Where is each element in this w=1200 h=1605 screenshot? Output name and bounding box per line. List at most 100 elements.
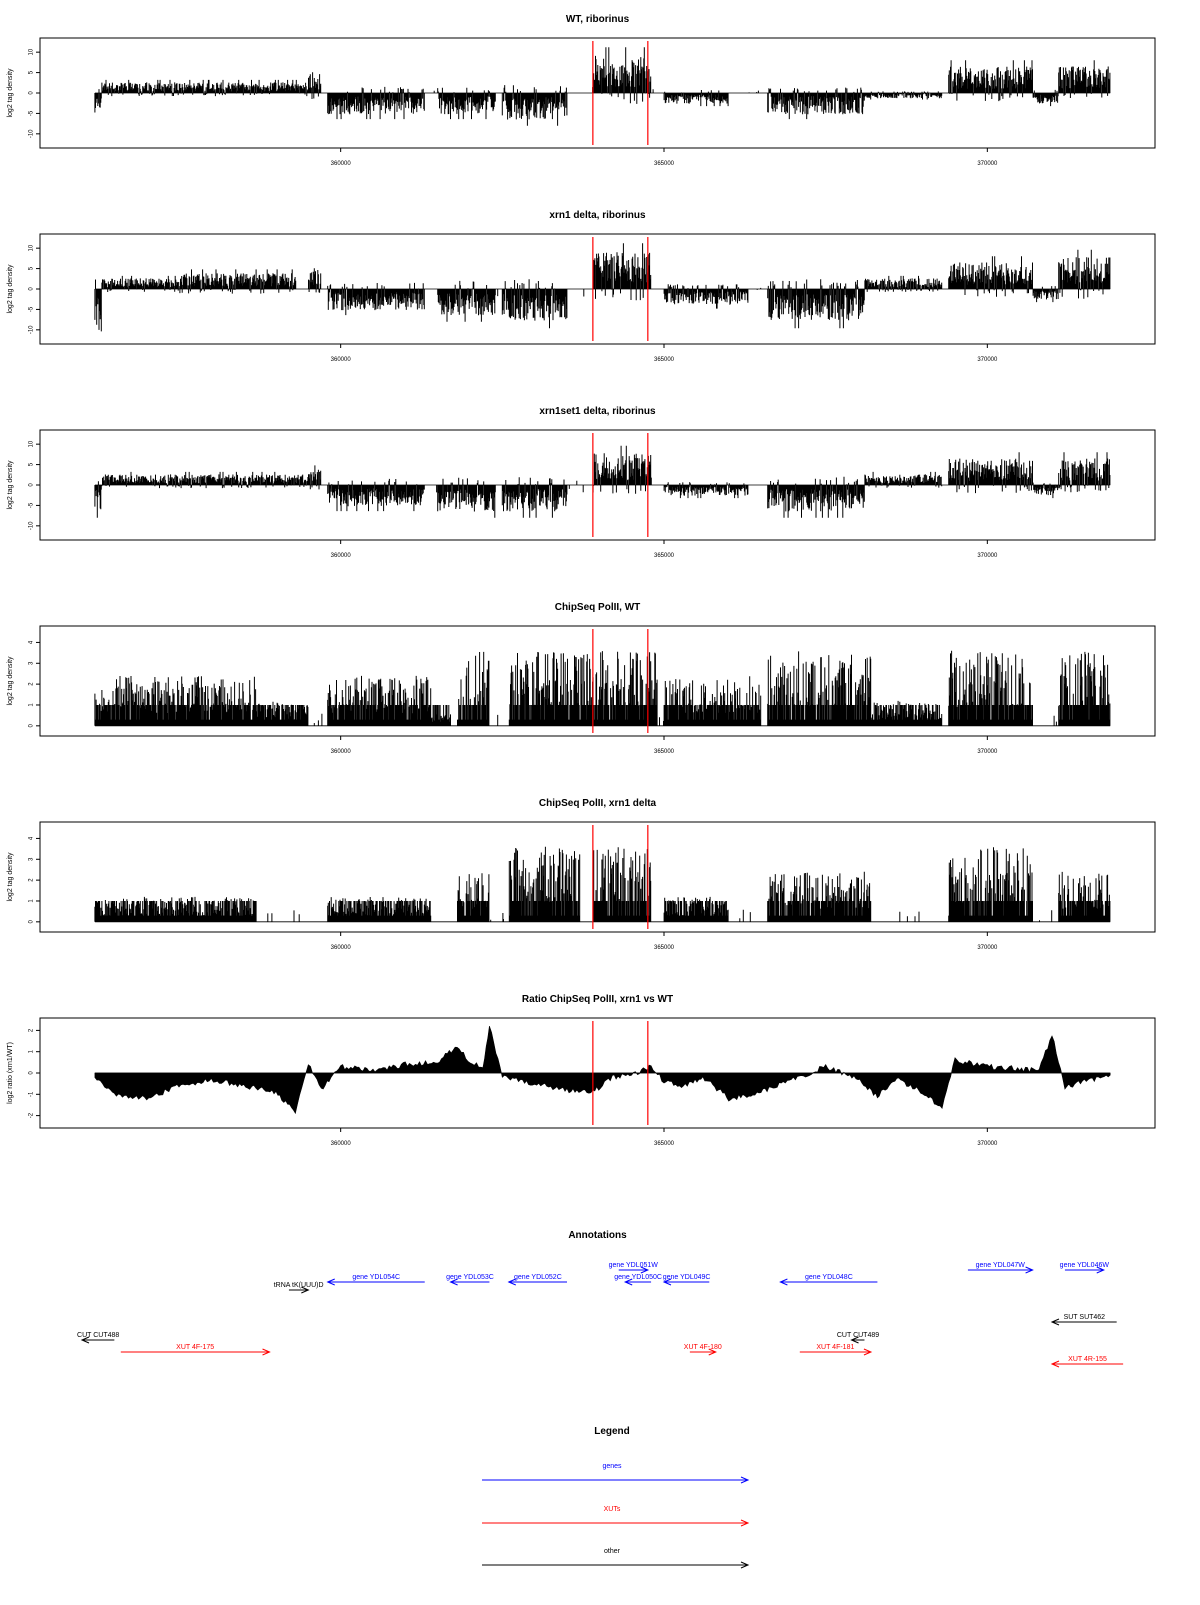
x-tick-label: 360000 xyxy=(331,945,352,951)
density-bars xyxy=(94,846,1111,922)
y-tick-label: 2 xyxy=(29,878,35,882)
x-tick-label: 370000 xyxy=(977,553,998,559)
y-tick-label: 3 xyxy=(29,661,35,665)
plot-frame xyxy=(39,625,1156,737)
annotation-arrowhead xyxy=(662,1278,672,1286)
legend-arrowhead xyxy=(740,1476,750,1484)
chart-title: xrn1set1 delta, riborinus xyxy=(539,406,656,417)
y-tick-label: 10 xyxy=(29,440,35,447)
y-axis-label: log2 tag density xyxy=(7,852,14,902)
annotation-label: gene YDL049C xyxy=(663,1274,711,1281)
chart-panel xyxy=(36,1017,1156,1132)
x-tick-label: 370000 xyxy=(977,161,998,167)
annotation-arrowhead xyxy=(863,1348,873,1356)
chart-title: xrn1 delta, riborinus xyxy=(549,210,646,221)
annotation-arrowhead xyxy=(507,1278,516,1286)
chart-panel xyxy=(36,233,1156,348)
annotation-label: SUT SUT462 xyxy=(1064,1314,1106,1321)
y-tick-label: -10 xyxy=(29,521,35,530)
x-tick-label: 365000 xyxy=(654,357,675,363)
density-bars xyxy=(94,47,1111,126)
y-tick-label: -10 xyxy=(29,325,35,334)
density-bars xyxy=(94,243,1111,332)
annotation-label: gene YDL047W xyxy=(976,1262,1026,1269)
x-tick-label: 360000 xyxy=(331,749,352,755)
legend-label: XUTs xyxy=(604,1506,621,1513)
x-tick-label: 370000 xyxy=(977,1141,998,1147)
annotation-arrowhead xyxy=(80,1336,90,1344)
annotation-arrowhead xyxy=(326,1278,335,1286)
legend-arrowhead xyxy=(740,1519,750,1527)
y-tick-label: 5 xyxy=(29,70,35,74)
x-tick-label: 365000 xyxy=(654,1141,675,1147)
y-tick-label: 2 xyxy=(29,682,35,686)
y-tick-label: 1 xyxy=(29,899,35,903)
y-axis-label: log2 ratio (xrn1/WT) xyxy=(7,1042,14,1104)
chart-panel xyxy=(36,37,1156,152)
chart-panel xyxy=(36,625,1156,740)
y-tick-label: 0 xyxy=(29,483,35,487)
annotation-label: gene YDL046W xyxy=(1060,1262,1110,1269)
y-tick-label: -5 xyxy=(29,306,35,312)
y-tick-label: -2 xyxy=(29,1112,35,1118)
y-axis-label: log2 tag density xyxy=(7,264,14,314)
density-bars xyxy=(94,445,1111,518)
annotation-label: gene YDL050C xyxy=(614,1274,662,1281)
annotation-arrowhead xyxy=(623,1278,633,1286)
legend-title: Legend xyxy=(594,1426,630,1437)
y-tick-label: 0 xyxy=(29,91,35,95)
chart-title: WT, riborinus xyxy=(566,14,630,25)
y-tick-label: -5 xyxy=(29,110,35,116)
ratio-area xyxy=(94,1026,1111,1115)
y-tick-label: 0 xyxy=(29,287,35,291)
annotations-title: Annotations xyxy=(568,1230,627,1241)
y-tick-label: 5 xyxy=(29,462,35,466)
annotation-label: gene YDL053C xyxy=(446,1274,494,1281)
y-tick-label: -5 xyxy=(29,502,35,508)
chart-panel xyxy=(36,429,1156,544)
annotation-label: gene YDL048C xyxy=(805,1274,853,1281)
y-axis-label: log2 tag density xyxy=(7,460,14,510)
chart-title: Ratio ChipSeq PolII, xrn1 vs WT xyxy=(522,994,673,1005)
x-tick-label: 370000 xyxy=(977,357,998,363)
annotation-arrowhead xyxy=(1025,1266,1034,1274)
y-tick-label: 4 xyxy=(29,640,35,644)
y-axis-label: log2 tag density xyxy=(7,68,14,118)
annotation-arrowhead xyxy=(779,1278,788,1286)
annotation-label: gene YDL054C xyxy=(352,1274,400,1281)
y-tick-label: 0 xyxy=(29,724,35,728)
annotation-arrowhead xyxy=(262,1348,271,1356)
x-tick-label: 365000 xyxy=(654,749,675,755)
x-tick-label: 365000 xyxy=(654,945,675,951)
chart-title: ChipSeq PolII, WT xyxy=(555,602,641,613)
x-tick-label: 365000 xyxy=(654,553,675,559)
x-tick-label: 365000 xyxy=(654,161,675,167)
annotation-label: CUT CUT489 xyxy=(837,1332,879,1339)
y-tick-label: 10 xyxy=(29,48,35,55)
annotation-arrowhead xyxy=(449,1278,458,1286)
annotation-label: XUT 4F-180 xyxy=(684,1344,722,1351)
annotation-label: XUT 4F-181 xyxy=(816,1344,854,1351)
x-tick-label: 360000 xyxy=(331,161,352,167)
y-tick-label: 4 xyxy=(29,836,35,840)
annotation-arrowhead xyxy=(708,1348,718,1356)
y-tick-label: -1 xyxy=(29,1091,35,1097)
x-tick-label: 360000 xyxy=(331,357,352,363)
y-tick-label: 2 xyxy=(29,1028,35,1032)
y-tick-label: 0 xyxy=(29,920,35,924)
annotation-label: tRNA tK(UUU)D xyxy=(274,1282,324,1289)
annotation-arrowhead xyxy=(1050,1318,1060,1326)
annotation-arrowhead xyxy=(1050,1360,1060,1368)
y-tick-label: 10 xyxy=(29,244,35,251)
x-tick-label: 360000 xyxy=(331,1141,352,1147)
annotation-label: CUT CUT488 xyxy=(77,1332,119,1339)
legend-label: genes xyxy=(602,1463,622,1470)
annotation-arrowhead xyxy=(301,1286,310,1294)
legend-arrowhead xyxy=(740,1561,750,1569)
legend-label: other xyxy=(604,1548,621,1555)
annotation-label: XUT 4F-175 xyxy=(176,1344,214,1351)
x-tick-label: 370000 xyxy=(977,945,998,951)
y-tick-label: 0 xyxy=(29,1071,35,1075)
